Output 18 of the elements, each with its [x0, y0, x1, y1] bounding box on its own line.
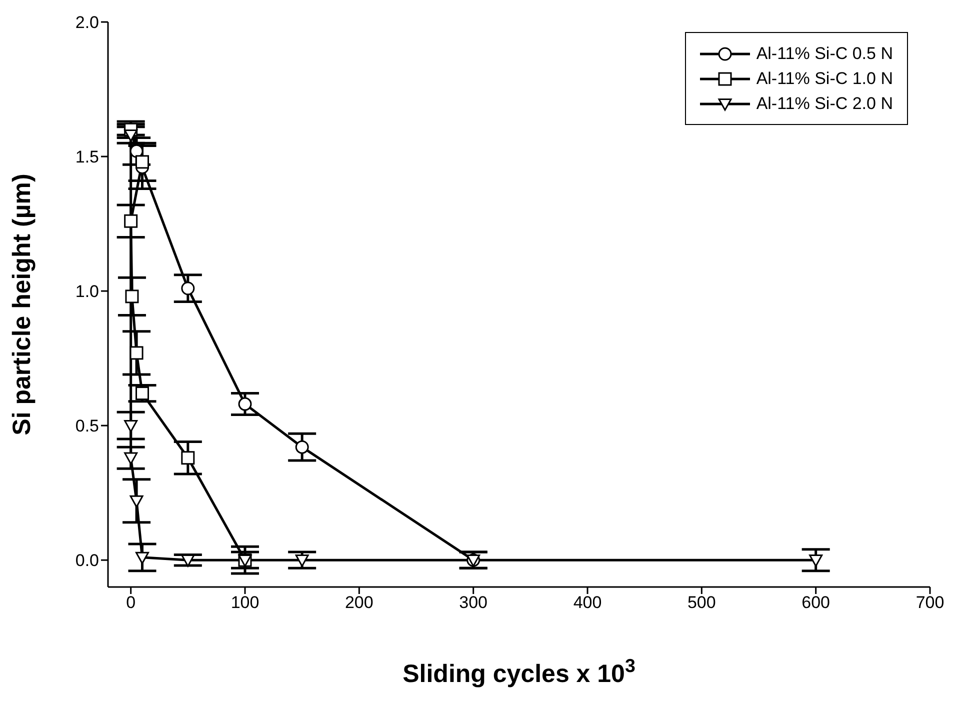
- x-tick-label: 500: [687, 593, 716, 612]
- x-tick-label: 100: [230, 593, 260, 612]
- x-tick-label: 200: [344, 593, 374, 612]
- x-tick-label: 300: [459, 593, 488, 612]
- legend-label: Al-11% Si-C 1.0 N: [756, 68, 893, 88]
- y-tick-label: 1.0: [75, 282, 99, 302]
- y-tick-label: 0.0: [75, 551, 99, 570]
- x-tick-label: 600: [802, 593, 830, 612]
- x-axis-title: Sliding cycles x 10$^{3}$: [402, 654, 636, 688]
- y-axis-title: Si particle height (µm): [8, 174, 36, 436]
- legend-label: Al-11% Si-C 0.5 N: [756, 44, 893, 64]
- y-tick-label: 1.5: [75, 148, 99, 167]
- x-tick-label: 700: [916, 593, 944, 612]
- y-tick-label: 0.5: [75, 416, 99, 436]
- y-tick-label: 2.0: [75, 13, 99, 32]
- legend-label: Al-11% Si-C 2.0 N: [756, 94, 893, 114]
- x-tick-label: 400: [573, 593, 602, 612]
- x-tick-label: 0: [126, 593, 136, 612]
